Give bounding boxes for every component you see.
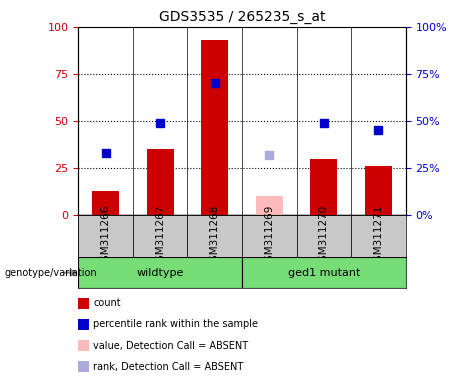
Bar <box>133 215 188 257</box>
Text: rank, Detection Call = ABSENT: rank, Detection Call = ABSENT <box>93 362 243 372</box>
Text: wildtype: wildtype <box>136 268 184 278</box>
Text: GSM311269: GSM311269 <box>264 204 274 268</box>
Text: GSM311271: GSM311271 <box>373 204 384 268</box>
Text: GSM311267: GSM311267 <box>155 204 165 268</box>
Bar <box>188 215 242 257</box>
Bar <box>310 159 337 215</box>
Text: genotype/variation: genotype/variation <box>5 268 97 278</box>
Bar <box>351 215 406 257</box>
Bar <box>78 215 133 257</box>
Bar <box>256 196 283 215</box>
Bar <box>242 257 406 288</box>
Bar <box>296 215 351 257</box>
Text: value, Detection Call = ABSENT: value, Detection Call = ABSENT <box>93 341 248 351</box>
Text: GSM311266: GSM311266 <box>100 204 111 268</box>
Bar <box>78 257 242 288</box>
Text: GSM311270: GSM311270 <box>319 205 329 268</box>
Text: GSM311268: GSM311268 <box>210 204 220 268</box>
Bar <box>365 166 392 215</box>
Bar <box>201 40 228 215</box>
Text: count: count <box>93 298 121 308</box>
Title: GDS3535 / 265235_s_at: GDS3535 / 265235_s_at <box>159 10 325 25</box>
Text: ged1 mutant: ged1 mutant <box>288 268 360 278</box>
Bar <box>242 215 296 257</box>
Bar <box>92 190 119 215</box>
Bar <box>147 149 174 215</box>
Text: percentile rank within the sample: percentile rank within the sample <box>93 319 258 329</box>
